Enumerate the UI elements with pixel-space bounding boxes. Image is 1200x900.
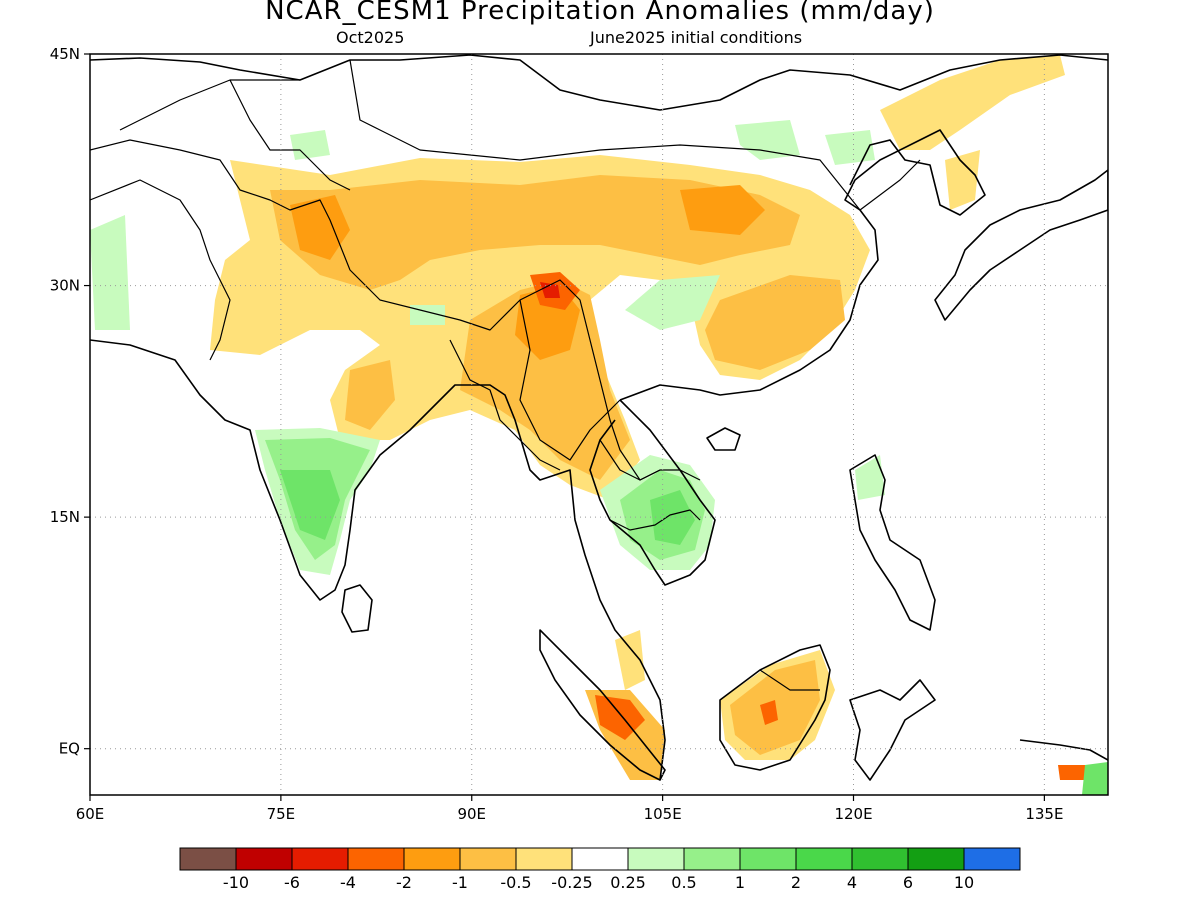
colorbar-label: 4 bbox=[847, 873, 857, 892]
anomaly-field bbox=[90, 55, 1108, 795]
colorbar-swatch bbox=[683, 847, 741, 871]
colorbar-swatch bbox=[627, 847, 685, 871]
wet-anomaly-regions bbox=[90, 120, 1108, 795]
colorbar-label: -0.5 bbox=[500, 873, 531, 892]
colorbar-swatch bbox=[907, 847, 965, 871]
country-borders bbox=[90, 59, 921, 691]
colorbar: -10 -6 -4 -2 -1 -0.5 -0.25 0.25 0.5 1 2 4 6 10 bbox=[179, 847, 1021, 892]
axis-ticks: 60E 75E 90E 105E 120E 135E 45N 30N 15N EQ bbox=[50, 45, 1064, 823]
lat-tick-label: 45N bbox=[50, 45, 80, 63]
colorbar-label: -2 bbox=[396, 873, 412, 892]
colorbar-swatch bbox=[179, 847, 237, 871]
colorbar-swatch bbox=[515, 847, 573, 871]
map-frame bbox=[89, 53, 1109, 796]
graticule bbox=[90, 54, 1108, 795]
lon-tick-label: 105E bbox=[644, 805, 682, 823]
colorbar-swatch bbox=[571, 847, 629, 871]
colorbar-swatch bbox=[851, 847, 909, 871]
colorbar-swatch bbox=[403, 847, 461, 871]
colorbar-swatch bbox=[795, 847, 853, 871]
colorbar-label: 1 bbox=[735, 873, 745, 892]
lat-tick-label: 15N bbox=[50, 508, 80, 526]
colorbar-label: -1 bbox=[452, 873, 468, 892]
lon-tick-label: 120E bbox=[834, 805, 872, 823]
colorbar-label: 6 bbox=[903, 873, 913, 892]
colorbar-label: -6 bbox=[284, 873, 300, 892]
lat-tick-label: 30N bbox=[50, 277, 80, 295]
lon-tick-label: 60E bbox=[76, 805, 105, 823]
forecast-month: Oct2025 bbox=[336, 28, 405, 47]
lon-tick-label: 135E bbox=[1025, 805, 1063, 823]
dry-anomaly-regions bbox=[210, 55, 1090, 780]
colorbar-label: 2 bbox=[791, 873, 801, 892]
colorbar-label: 0.5 bbox=[671, 873, 696, 892]
colorbar-label: -10 bbox=[223, 873, 249, 892]
lon-tick-label: 90E bbox=[457, 805, 486, 823]
colorbar-label: -0.25 bbox=[551, 873, 592, 892]
colorbar-label: -4 bbox=[340, 873, 356, 892]
lon-tick-label: 75E bbox=[267, 805, 296, 823]
lat-tick-label: EQ bbox=[59, 740, 80, 758]
colorbar-swatch bbox=[963, 847, 1021, 871]
colorbar-label: 0.25 bbox=[610, 873, 646, 892]
colorbar-swatch bbox=[291, 847, 349, 871]
coastlines bbox=[90, 54, 1108, 781]
colorbar-swatch bbox=[739, 847, 797, 871]
map-title: NCAR_CESM1 Precipitation Anomalies (mm/d… bbox=[265, 0, 935, 26]
colorbar-swatch bbox=[347, 847, 405, 871]
colorbar-swatch bbox=[235, 847, 293, 871]
colorbar-swatch bbox=[459, 847, 517, 871]
initial-conditions-label: June2025 initial conditions bbox=[590, 28, 803, 47]
colorbar-label: 10 bbox=[954, 873, 974, 892]
